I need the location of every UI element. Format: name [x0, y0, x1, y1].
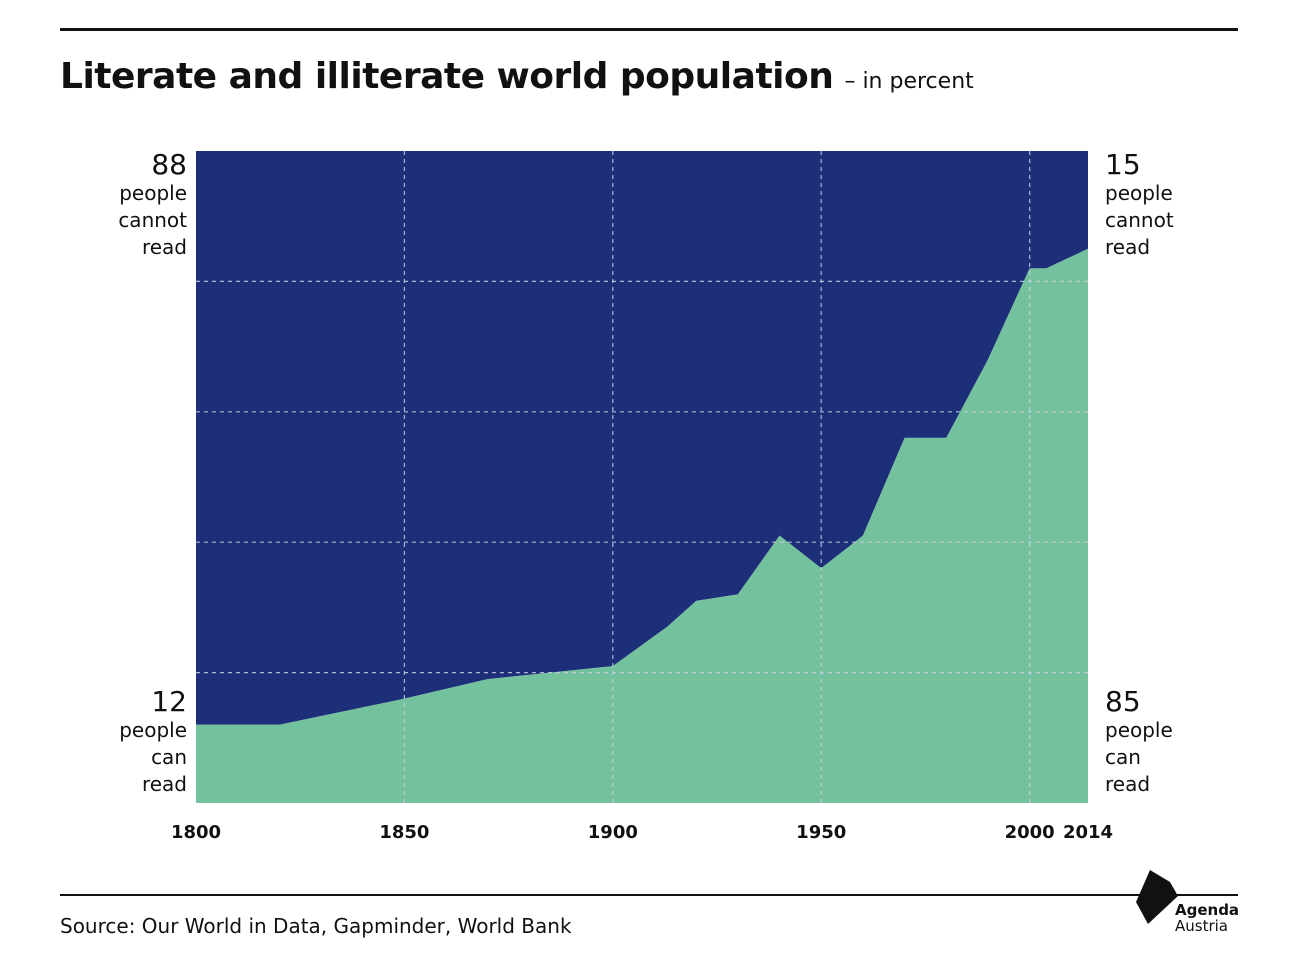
- left-top-line1: people: [119, 181, 187, 205]
- bottom-rule: [60, 894, 1238, 896]
- title-row: Literate and illiterate world population…: [60, 56, 974, 97]
- x-tick-label: 1850: [379, 822, 429, 843]
- x-tick-label: 1950: [796, 822, 846, 843]
- right-bottom-label: 85 people can read: [1105, 687, 1235, 798]
- left-top-line2: cannot: [118, 208, 187, 232]
- right-top-line3: read: [1105, 235, 1151, 259]
- source-note: Source: Our World in Data, Gapminder, Wo…: [60, 914, 572, 938]
- left-bottom-line1: people: [119, 718, 187, 742]
- x-tick-label: 1800: [171, 822, 221, 843]
- left-top-value: 88: [151, 148, 187, 181]
- right-bottom-line2: can: [1105, 745, 1141, 769]
- illiterate-area: [196, 151, 1088, 725]
- right-top-line2: cannot: [1105, 208, 1174, 232]
- top-rule: [60, 28, 1238, 31]
- logo-text-austria: Austria: [1175, 917, 1228, 935]
- chart-title: Literate and illiterate world population: [60, 56, 834, 97]
- logo-mark: [1136, 870, 1178, 924]
- right-bottom-value: 85: [1105, 685, 1141, 718]
- x-tick-label: 1900: [588, 822, 638, 843]
- left-top-line3: read: [141, 235, 187, 259]
- right-top-label: 15 people cannot read: [1105, 150, 1235, 261]
- left-bottom-line2: can: [151, 745, 187, 769]
- left-bottom-line3: read: [141, 772, 187, 796]
- left-bottom-value: 12: [151, 685, 187, 718]
- logo-text-agenda: Agenda: [1175, 901, 1240, 919]
- literate-area: [196, 248, 1088, 804]
- right-top-value: 15: [1105, 148, 1141, 181]
- x-tick-label: 2000: [1005, 822, 1055, 843]
- left-top-label: 88 people cannot read: [57, 150, 187, 261]
- right-bottom-line3: read: [1105, 772, 1151, 796]
- x-tick-label: 2014: [1063, 822, 1113, 843]
- right-bottom-line1: people: [1105, 718, 1173, 742]
- left-bottom-label: 12 people can read: [57, 687, 187, 798]
- chart-subtitle: – in percent: [844, 69, 974, 94]
- agenda-austria-logo: [1136, 870, 1178, 924]
- right-top-line1: people: [1105, 181, 1173, 205]
